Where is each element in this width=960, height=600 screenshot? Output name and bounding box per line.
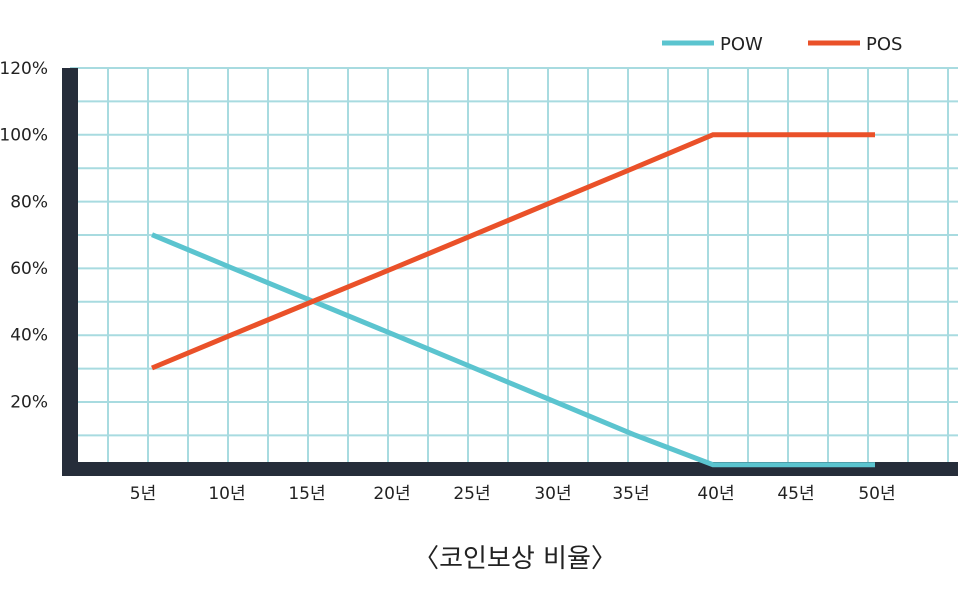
chart-legend: POW POS (662, 34, 902, 55)
x-tick-label: 45년 (777, 484, 814, 504)
x-tick-label: 50년 (858, 484, 895, 504)
y-tick-label: 80% (10, 192, 48, 212)
chart-caption: 〈코인보상 비율〉 (413, 544, 617, 574)
y-tick-labels: 120% 100% 80% 60% 40% 20% (0, 59, 48, 412)
y-tick-label: 60% (10, 259, 48, 279)
y-tick-label: 120% (0, 59, 48, 79)
chart-series (151, 132, 875, 468)
y-tick-label: 20% (10, 392, 48, 412)
series-line-pow (151, 232, 875, 468)
legend-label-pos: POS (866, 34, 902, 55)
y-tick-label: 100% (0, 126, 48, 146)
x-tick-label: 25년 (453, 484, 490, 504)
x-tick-label: 35년 (612, 484, 649, 504)
chart-axes (62, 68, 958, 476)
chart-grid (70, 67, 958, 468)
y-tick-label: 40% (10, 326, 48, 346)
x-tick-label: 10년 (208, 484, 245, 504)
x-tick-label: 5년 (130, 484, 156, 504)
series-line-pos (151, 132, 875, 371)
x-tick-label: 20년 (373, 484, 410, 504)
y-axis (62, 68, 78, 476)
x-tick-label: 15년 (288, 484, 325, 504)
x-tick-labels: 5년 10년 15년 20년 25년 30년 35년 40년 45년 50년 (130, 484, 896, 504)
legend-label-pow: POW (720, 34, 763, 55)
x-tick-label: 40년 (697, 484, 734, 504)
x-tick-label: 30년 (534, 484, 571, 504)
